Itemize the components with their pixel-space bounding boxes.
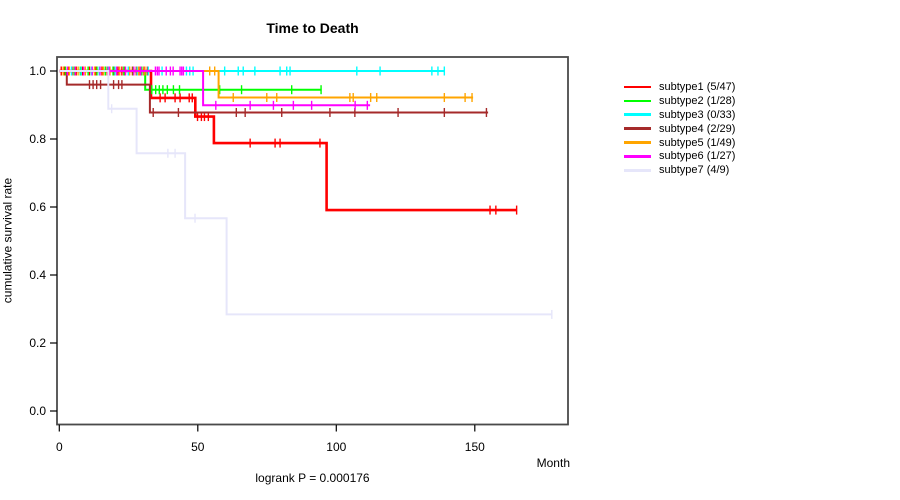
survival-curve-subtype6 xyxy=(59,70,371,107)
legend-item-subtype4: subtype4 (2/29) xyxy=(624,122,735,136)
series-subtype7 xyxy=(59,70,553,319)
legend-swatch-subtype5 xyxy=(624,141,651,144)
legend-item-subtype1: subtype1 (5/47) xyxy=(624,80,735,94)
x-tick-label: 50 xyxy=(191,440,205,454)
x-tick-label: 0 xyxy=(56,440,63,454)
legend-label-subtype5: subtype5 (1/49) xyxy=(659,136,736,149)
x-tick-label: 100 xyxy=(326,440,346,454)
legend-label-subtype6: subtype6 (1/27) xyxy=(659,150,736,163)
legend-item-subtype2: subtype2 (1/28) xyxy=(624,94,735,108)
legend-label-subtype1: subtype1 (5/47) xyxy=(659,80,736,93)
legend-swatch-subtype7 xyxy=(624,168,651,172)
legend-item-subtype5: subtype5 (1/49) xyxy=(624,136,735,150)
y-tick-label: 0.2 xyxy=(29,336,46,350)
legend-item-subtype7: subtype7 (4/9) xyxy=(624,163,735,177)
legend-swatch-subtype4 xyxy=(624,127,651,130)
y-tick-label: 0.8 xyxy=(29,132,46,146)
x-axis-title: Month xyxy=(536,456,570,470)
legend-swatch-subtype3 xyxy=(624,113,651,117)
y-tick-label: 0.6 xyxy=(29,200,46,214)
legend-swatch-subtype1 xyxy=(624,85,651,89)
legend-item-subtype3: subtype3 (0/33) xyxy=(624,108,735,122)
plot-box xyxy=(56,56,569,426)
legend-label-subtype7: subtype7 (4/9) xyxy=(659,164,730,177)
legend-swatch-subtype2 xyxy=(624,99,651,103)
legend-label-subtype3: subtype3 (0/33) xyxy=(659,108,736,121)
survival-curve-subtype1 xyxy=(59,69,517,212)
legend: subtype1 (5/47) subtype2 (1/28) subtype3 (… xyxy=(624,80,735,177)
x-tick-label: 150 xyxy=(465,440,485,454)
legend-label-subtype2: subtype2 (1/28) xyxy=(659,94,736,107)
y-tick-label: 0.4 xyxy=(29,268,46,282)
series-subtype4 xyxy=(59,70,489,117)
legend-label-subtype4: subtype4 (2/29) xyxy=(659,122,736,135)
y-tick-label: 1.0 xyxy=(29,64,46,78)
survival-curve-subtype7 xyxy=(59,70,552,316)
legend-item-subtype6: subtype6 (1/27) xyxy=(624,149,735,163)
logrank-pvalue: logrank P = 0.000176 xyxy=(255,471,370,485)
chart-title: Time to Death xyxy=(266,20,359,36)
y-axis-title: cumulative survival rate xyxy=(0,177,15,304)
legend-swatch-subtype6 xyxy=(624,155,651,158)
y-tick-label: 0.0 xyxy=(29,404,46,418)
